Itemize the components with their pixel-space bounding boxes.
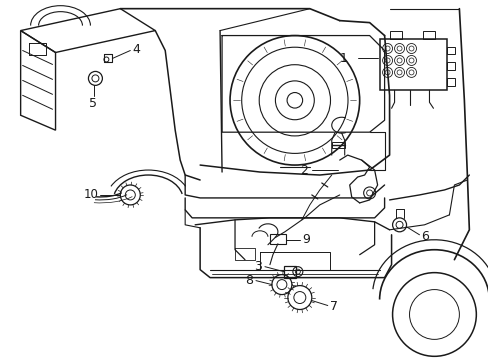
Bar (447, 62, 454, 71)
Text: 1: 1 (339, 52, 347, 65)
Text: 10: 10 (83, 188, 98, 202)
Text: 6: 6 (421, 230, 428, 243)
Bar (447, 46, 454, 54)
Bar (331, 142, 344, 148)
Bar (284, 266, 295, 278)
Text: 2: 2 (299, 163, 307, 176)
Text: 7: 7 (329, 300, 337, 313)
Text: 3: 3 (254, 260, 262, 273)
Text: 9: 9 (301, 233, 309, 246)
Text: 8: 8 (244, 274, 252, 287)
Bar (269, 234, 285, 244)
Bar (423, 31, 435, 39)
Text: 5: 5 (89, 97, 97, 110)
Text: 4: 4 (132, 43, 140, 56)
Bar (379, 39, 447, 90)
Bar (389, 31, 401, 39)
Bar (447, 78, 454, 86)
